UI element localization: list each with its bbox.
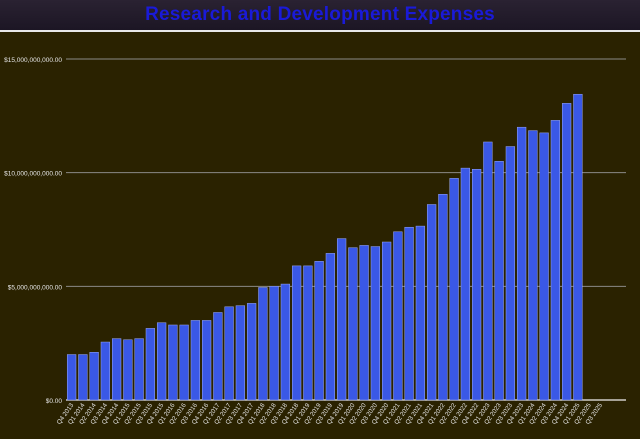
chart-title: Research and Development Expenses: [145, 4, 495, 25]
bar: [303, 265, 313, 401]
bar: [179, 324, 189, 401]
bar: [573, 93, 583, 401]
bar: [269, 286, 279, 401]
bar: [325, 253, 336, 401]
bar: [460, 167, 471, 401]
title-bar: Research and Development Expenses: [0, 0, 640, 32]
bar: [370, 246, 381, 401]
bar: [89, 352, 99, 401]
bar: [471, 169, 482, 401]
bar: [528, 130, 538, 401]
bar: [246, 303, 257, 401]
bar: [550, 120, 561, 401]
bar: [291, 265, 302, 401]
bar: [426, 204, 437, 401]
y-tick-label: $0.00: [46, 398, 63, 405]
bar: [415, 225, 426, 401]
bar: [359, 245, 369, 401]
bar: [438, 194, 448, 401]
bar: [381, 241, 392, 401]
bar: [123, 339, 133, 401]
bar: [505, 146, 516, 401]
bar: [190, 320, 201, 401]
bar: [201, 320, 212, 401]
bar: [145, 328, 156, 401]
bar: [494, 161, 504, 401]
y-tick-label: $15,000,000,000.00: [4, 57, 62, 64]
bar-series: [66, 93, 583, 401]
bar: [213, 312, 223, 401]
bar: [561, 103, 572, 401]
y-tick-label: $10,000,000,000.00: [4, 171, 62, 178]
bar: [258, 287, 268, 401]
bar: [314, 261, 324, 401]
bar: [78, 354, 88, 401]
bar: [100, 341, 111, 401]
bar: [235, 305, 246, 401]
bar: [224, 306, 234, 401]
bar: [336, 238, 347, 401]
bar: [483, 141, 493, 401]
bar: [168, 324, 178, 401]
bar: [111, 338, 122, 401]
bar: [404, 226, 414, 401]
bar: [156, 322, 167, 401]
bar: [280, 283, 291, 401]
bar: [516, 126, 527, 401]
bar: [539, 132, 549, 401]
plot-area: $0.00 $5,000,000,000.00 $10,000,000,000.00…: [4, 57, 626, 426]
bar: [449, 178, 459, 401]
y-axis-ticks: $0.00 $5,000,000,000.00 $10,000,000,000.00…: [4, 57, 62, 405]
bar: [348, 247, 358, 401]
y-tick-label: $5,000,000,000.00: [8, 284, 63, 291]
bar: [134, 338, 144, 401]
bar: [393, 231, 403, 401]
bar: [66, 354, 77, 401]
